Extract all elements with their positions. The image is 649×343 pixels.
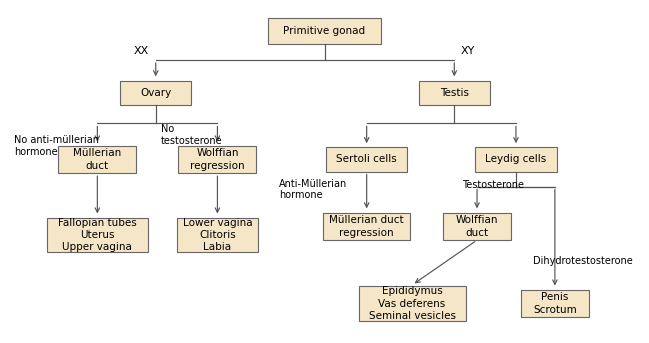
Text: Leydig cells: Leydig cells xyxy=(485,154,546,165)
FancyBboxPatch shape xyxy=(419,81,490,105)
Text: Fallopian tubes
Uterus
Upper vagina: Fallopian tubes Uterus Upper vagina xyxy=(58,217,137,252)
Text: Müllerian duct
regression: Müllerian duct regression xyxy=(330,215,404,238)
FancyBboxPatch shape xyxy=(475,147,557,172)
Text: Penis
Scrotum: Penis Scrotum xyxy=(533,292,577,315)
Text: XY: XY xyxy=(461,46,475,56)
FancyBboxPatch shape xyxy=(177,218,258,252)
Text: Ovary: Ovary xyxy=(140,87,171,98)
Text: Müllerian
duct: Müllerian duct xyxy=(73,148,121,171)
Text: No
testosterone: No testosterone xyxy=(161,124,223,145)
FancyBboxPatch shape xyxy=(520,290,589,317)
FancyBboxPatch shape xyxy=(58,146,136,173)
Text: Dihydrotestosterone: Dihydrotestosterone xyxy=(533,256,633,266)
Text: Primitive gonad: Primitive gonad xyxy=(284,26,365,36)
Text: Wolffian
duct: Wolffian duct xyxy=(456,215,498,238)
Text: Lower vagina
Clitoris
Labia: Lower vagina Clitoris Labia xyxy=(182,217,252,252)
Text: XX: XX xyxy=(134,46,149,56)
Text: Testis: Testis xyxy=(440,87,469,98)
FancyBboxPatch shape xyxy=(120,81,191,105)
FancyBboxPatch shape xyxy=(47,218,147,252)
FancyBboxPatch shape xyxy=(443,213,511,240)
Text: Testosterone: Testosterone xyxy=(462,180,524,190)
Text: Sertoli cells: Sertoli cells xyxy=(336,154,397,165)
FancyBboxPatch shape xyxy=(358,286,466,321)
FancyBboxPatch shape xyxy=(178,146,256,173)
FancyBboxPatch shape xyxy=(326,147,408,172)
Text: Epididymus
Vas deferens
Seminal vesicles: Epididymus Vas deferens Seminal vesicles xyxy=(369,286,456,321)
FancyBboxPatch shape xyxy=(323,213,410,240)
FancyBboxPatch shape xyxy=(267,18,382,44)
Text: Wolffian
regression: Wolffian regression xyxy=(190,148,245,171)
Text: Anti-Müllerian
hormone: Anti-Müllerian hormone xyxy=(279,179,347,200)
Text: No anti-müllerian
hormone: No anti-müllerian hormone xyxy=(14,135,99,156)
